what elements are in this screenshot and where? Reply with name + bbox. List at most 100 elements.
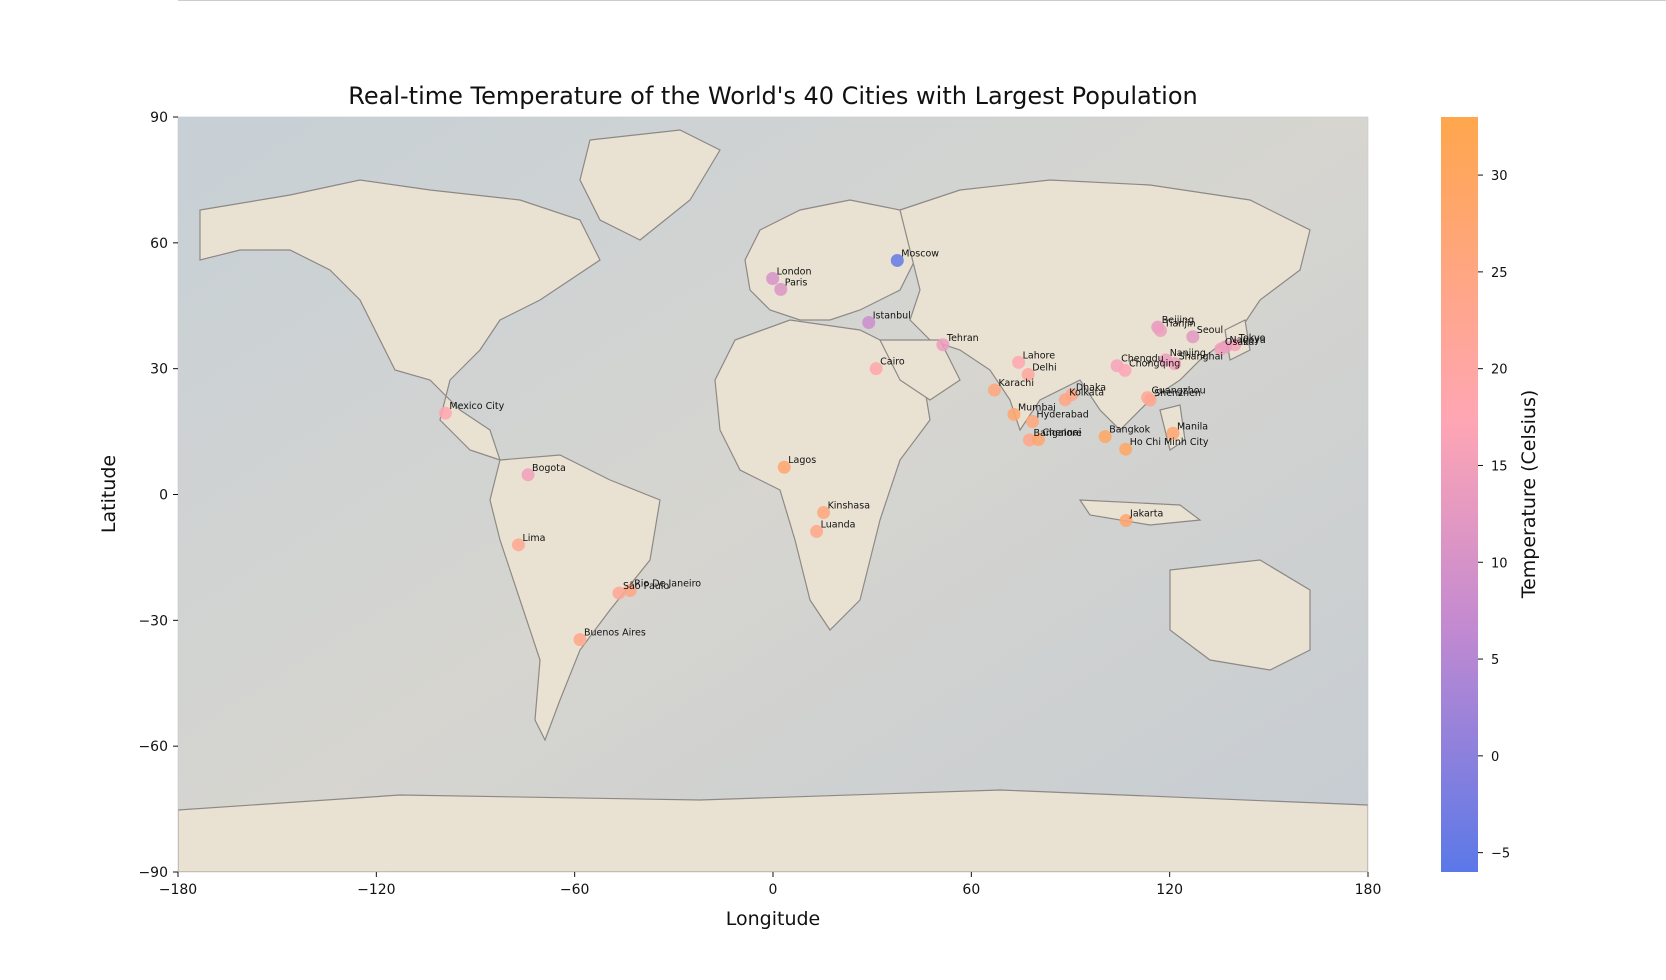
data-point-label: London <box>777 266 812 277</box>
colorbar-tick-label: 10 <box>1491 556 1508 571</box>
data-point-label: Seoul <box>1197 325 1223 336</box>
land-greenland <box>579 129 721 241</box>
data-point-label: Shanghai <box>1179 352 1223 363</box>
data-point-label: Mumbai <box>1018 402 1056 413</box>
data-point-label: Osaka <box>1225 337 1254 348</box>
land-south-america <box>489 454 661 742</box>
colorbar-axis: −5 0 5 10 15 20 25 30 <box>1478 169 1510 862</box>
y-axis: −90 −60 −30 0 30 60 90 <box>138 110 178 881</box>
land-europe <box>744 199 921 321</box>
data-point <box>1119 442 1133 456</box>
data-point-label: Tehran <box>946 333 979 344</box>
data-point-label: Luanda <box>821 519 856 530</box>
data-point-label: Nanjing <box>1170 348 1206 359</box>
x-tick-label: 60 <box>962 882 980 898</box>
data-point-label: Delhi <box>1032 363 1056 374</box>
y-tick-label: 30 <box>150 362 168 378</box>
data-point-label: Manila <box>1177 421 1208 432</box>
colorbar-label: Temperature (Celsius) <box>1518 390 1540 600</box>
x-tick-label: −180 <box>159 882 197 898</box>
data-point <box>1186 330 1200 344</box>
x-tick-label: −60 <box>560 882 590 898</box>
data-point-label: Jakarta <box>1129 509 1163 520</box>
data-point-label: Bangalore <box>1034 428 1082 439</box>
data-point <box>612 586 626 600</box>
data-point <box>817 506 831 520</box>
data-point-label: Bogota <box>532 463 566 474</box>
data-point-label: Nagoya <box>1230 335 1266 346</box>
data-point <box>573 633 587 647</box>
data-point-label: Hyderabad <box>1036 410 1088 421</box>
y-tick-label: −90 <box>138 865 168 881</box>
data-point-label: Mexico City <box>449 401 504 412</box>
data-point-label: Shenzhen <box>1154 388 1201 399</box>
data-point <box>1166 426 1180 440</box>
data-point <box>1153 323 1167 337</box>
colorbar <box>1441 117 1478 872</box>
data-point <box>1021 368 1035 382</box>
data-point-label: Kinshasa <box>828 501 870 512</box>
y-tick-label: −60 <box>138 739 168 755</box>
data-point <box>936 338 950 352</box>
data-point <box>1119 514 1133 528</box>
data-point-label: Chongqing <box>1129 358 1180 369</box>
colorbar-tick-label: −5 <box>1491 847 1510 862</box>
data-point-label: Ho Chi Minh City <box>1130 437 1209 448</box>
data-point <box>1025 415 1039 429</box>
data-point-label: Chennai <box>1042 428 1081 439</box>
data-point-label: Bangkok <box>1109 425 1150 436</box>
data-point-label: Tianjin <box>1163 318 1195 329</box>
data-point <box>987 383 1001 397</box>
colorbar-tick-label: 5 <box>1491 653 1499 668</box>
data-point-label: Tokyo <box>1238 333 1266 344</box>
data-point-label: São Paulo <box>623 581 669 592</box>
data-point-label: Istanbul <box>873 311 911 322</box>
data-point-label: Guangzhou <box>1152 386 1206 397</box>
data-point <box>1118 363 1132 377</box>
x-tick-label: 120 <box>1156 882 1183 898</box>
data-point <box>890 253 904 267</box>
data-point <box>1031 433 1045 447</box>
data-point-label: Karachi <box>998 378 1033 389</box>
colorbar-tick-label: 15 <box>1491 459 1508 474</box>
land-australia <box>1169 559 1311 671</box>
colorbar-tick-label: 30 <box>1491 169 1508 184</box>
data-point <box>862 316 876 330</box>
data-point-label: Dhaka <box>1076 383 1106 394</box>
chart-title: Real-time Temperature of the World's 40 … <box>348 82 1197 110</box>
data-point-label: Lahore <box>1023 350 1056 361</box>
data-point <box>869 362 883 376</box>
data-point-label: Kolkata <box>1069 388 1104 399</box>
colorbar-tick-label: 20 <box>1491 363 1508 378</box>
land-north-america <box>199 179 601 461</box>
land-arabia <box>879 339 961 401</box>
data-point <box>766 271 780 285</box>
data-point <box>1012 355 1026 369</box>
y-tick-label: 0 <box>159 488 168 504</box>
world-map-background <box>178 117 1368 872</box>
x-tick-label: −120 <box>357 882 395 898</box>
data-point <box>1219 340 1233 354</box>
data-point <box>1168 357 1182 371</box>
data-point-label: Cairo <box>880 357 905 368</box>
data-point-label: Lagos <box>788 455 816 466</box>
data-point <box>521 468 535 482</box>
data-point <box>1098 430 1112 444</box>
data-point <box>1058 393 1072 407</box>
data-point-label: Beijing <box>1162 315 1194 326</box>
y-axis-label: Latitude <box>98 455 120 533</box>
y-tick-label: 60 <box>150 236 168 252</box>
x-axis: −180 −120 −60 0 60 120 180 <box>159 872 1381 898</box>
data-point-label: Lima <box>522 533 545 544</box>
data-point <box>511 538 525 552</box>
y-tick-label: −30 <box>138 613 168 629</box>
data-point <box>1007 407 1021 421</box>
data-point <box>438 406 452 420</box>
y-tick-label: 90 <box>150 110 168 126</box>
data-point <box>1143 393 1157 407</box>
data-point <box>774 282 788 296</box>
data-points <box>438 253 1242 647</box>
x-tick-label: 0 <box>769 882 778 898</box>
